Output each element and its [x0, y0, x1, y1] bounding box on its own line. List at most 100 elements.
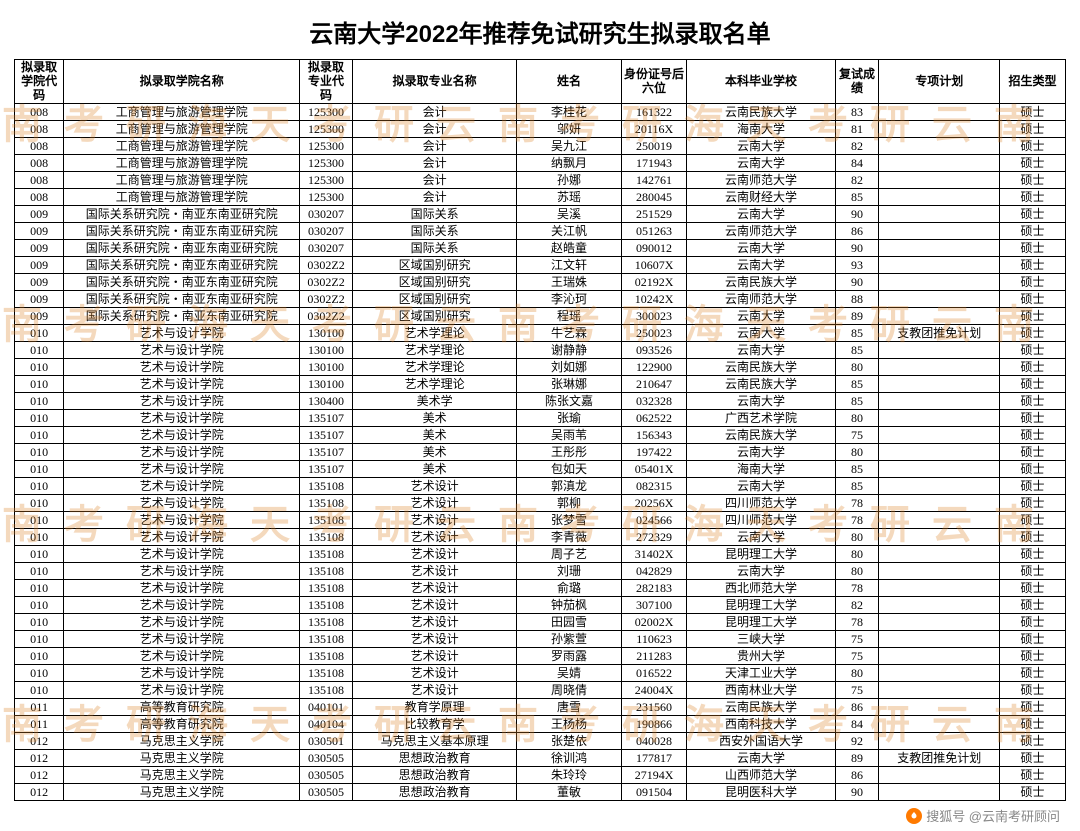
table-row: 009国际关系研究院・南亚东南亚研究院030207国际关系赵皓童090012云南…	[15, 240, 1066, 257]
table-cell: 062522	[621, 410, 687, 427]
table-cell: 艺术学理论	[352, 325, 517, 342]
table-cell: 云南大学	[687, 155, 835, 172]
table-cell: 135108	[300, 580, 353, 597]
table-cell: 010	[15, 580, 64, 597]
col-header: 拟录取专业代码	[300, 60, 353, 104]
table-row: 012马克思主义学院030505思想政治教育徐训鸿177817云南大学89支教团…	[15, 750, 1066, 767]
table-cell: 吴九江	[517, 138, 621, 155]
table-cell: 135108	[300, 665, 353, 682]
table-cell: 20256X	[621, 495, 687, 512]
table-cell: 工商管理与旅游管理学院	[64, 172, 300, 189]
table-cell: 251529	[621, 206, 687, 223]
table-cell	[879, 767, 1000, 784]
table-cell: 艺术与设计学院	[64, 648, 300, 665]
table-cell: 040104	[300, 716, 353, 733]
table-cell: 012	[15, 733, 64, 750]
table-cell: 135107	[300, 427, 353, 444]
table-cell: 钟茄枫	[517, 597, 621, 614]
table-cell: 硕士	[1000, 529, 1066, 546]
page: 云南大学2022年推荐免试研究生拟录取名单 拟录取学院代码 拟录取学院名称 拟录…	[0, 0, 1080, 831]
table-cell: 85	[835, 461, 879, 478]
table-cell: 85	[835, 376, 879, 393]
table-cell: 区域国别研究	[352, 308, 517, 325]
table-cell: 周晓倩	[517, 682, 621, 699]
table-cell: 010	[15, 648, 64, 665]
table-cell: 工商管理与旅游管理学院	[64, 121, 300, 138]
table-row: 010艺术与设计学院135107美术吴雨苇156343云南民族大学75硕士	[15, 427, 1066, 444]
table-cell: 125300	[300, 121, 353, 138]
table-cell: 艺术与设计学院	[64, 529, 300, 546]
table-cell: 硕士	[1000, 580, 1066, 597]
table-cell: 135108	[300, 682, 353, 699]
table-cell: 093526	[621, 342, 687, 359]
table-cell: 工商管理与旅游管理学院	[64, 104, 300, 121]
table-cell: 10607X	[621, 257, 687, 274]
table-cell: 008	[15, 138, 64, 155]
table-cell: 0302Z2	[300, 308, 353, 325]
table-cell: 280045	[621, 189, 687, 206]
table-row: 009国际关系研究院・南亚东南亚研究院030207国际关系吴溪251529云南大…	[15, 206, 1066, 223]
table-cell: 135108	[300, 478, 353, 495]
table-cell: 82	[835, 597, 879, 614]
table-row: 011高等教育研究院040101教育学原理唐雪231560云南民族大学86硕士	[15, 699, 1066, 716]
table-cell: 012	[15, 767, 64, 784]
table-cell: 硕士	[1000, 563, 1066, 580]
table-cell	[879, 597, 1000, 614]
table-cell: 硕士	[1000, 291, 1066, 308]
table-cell: 24004X	[621, 682, 687, 699]
table-cell: 009	[15, 240, 64, 257]
table-cell	[879, 716, 1000, 733]
table-cell: 硕士	[1000, 767, 1066, 784]
table-cell: 艺术设计	[352, 631, 517, 648]
table-cell: 美术	[352, 444, 517, 461]
table-cell	[879, 699, 1000, 716]
table-cell: 云南民族大学	[687, 104, 835, 121]
table-cell: 思想政治教育	[352, 767, 517, 784]
table-cell: 吴婧	[517, 665, 621, 682]
table-cell: 051263	[621, 223, 687, 240]
table-cell: 王彤彤	[517, 444, 621, 461]
table-cell: 张瑜	[517, 410, 621, 427]
table-cell	[879, 274, 1000, 291]
table-cell: 云南师范大学	[687, 291, 835, 308]
table-cell: 硕士	[1000, 240, 1066, 257]
table-cell: 硕士	[1000, 733, 1066, 750]
table-cell: 90	[835, 274, 879, 291]
table-cell: 190866	[621, 716, 687, 733]
table-cell	[879, 478, 1000, 495]
table-cell: 云南大学	[687, 325, 835, 342]
table-cell: 贵州大学	[687, 648, 835, 665]
table-cell: 130400	[300, 393, 353, 410]
table-cell: 云南财经大学	[687, 189, 835, 206]
table-cell: 硕士	[1000, 359, 1066, 376]
table-cell: 刘珊	[517, 563, 621, 580]
table-cell: 091504	[621, 784, 687, 801]
table-cell: 010	[15, 682, 64, 699]
table-cell: 包如天	[517, 461, 621, 478]
table-cell: 思想政治教育	[352, 784, 517, 801]
table-cell: 125300	[300, 155, 353, 172]
table-cell: 硕士	[1000, 750, 1066, 767]
table-cell: 161322	[621, 104, 687, 121]
table-cell: 135107	[300, 444, 353, 461]
table-cell: 032328	[621, 393, 687, 410]
table-cell: 89	[835, 750, 879, 767]
table-cell: 区域国别研究	[352, 291, 517, 308]
table-cell	[879, 614, 1000, 631]
table-cell	[879, 240, 1000, 257]
table-cell: 江文轩	[517, 257, 621, 274]
table-cell: 区域国别研究	[352, 257, 517, 274]
table-cell: 艺术设计	[352, 529, 517, 546]
source-tag-text: 搜狐号 @云南考研顾问	[926, 806, 1060, 825]
table-cell: 四川师范大学	[687, 495, 835, 512]
table-cell	[879, 257, 1000, 274]
table-cell: 硕士	[1000, 155, 1066, 172]
table-cell: 010	[15, 563, 64, 580]
table-cell: 030207	[300, 240, 353, 257]
table-cell: 会计	[352, 172, 517, 189]
table-cell: 艺术设计	[352, 614, 517, 631]
table-cell: 27194X	[621, 767, 687, 784]
table-cell: 美术学	[352, 393, 517, 410]
table-cell: 80	[835, 529, 879, 546]
table-cell: 125300	[300, 138, 353, 155]
